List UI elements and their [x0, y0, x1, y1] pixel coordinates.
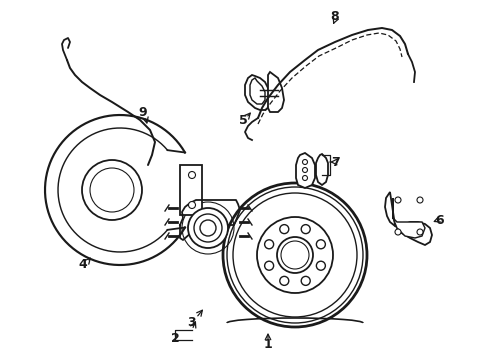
Circle shape — [279, 276, 288, 285]
Circle shape — [302, 167, 307, 172]
Text: 6: 6 — [435, 213, 444, 226]
Polygon shape — [392, 198, 424, 238]
Text: 9: 9 — [139, 107, 147, 120]
Text: 5: 5 — [238, 113, 247, 126]
Circle shape — [394, 197, 400, 203]
Circle shape — [281, 241, 308, 269]
Circle shape — [316, 261, 325, 270]
Text: 8: 8 — [330, 10, 339, 23]
Circle shape — [187, 208, 227, 248]
Circle shape — [302, 159, 307, 165]
Polygon shape — [180, 165, 202, 215]
Circle shape — [279, 225, 288, 234]
Circle shape — [316, 240, 325, 249]
Polygon shape — [249, 78, 264, 104]
Text: 1: 1 — [263, 338, 272, 351]
Circle shape — [276, 237, 312, 273]
Circle shape — [264, 240, 273, 249]
Polygon shape — [295, 153, 314, 188]
Circle shape — [90, 168, 134, 212]
Circle shape — [302, 175, 307, 180]
Text: 4: 4 — [79, 258, 87, 271]
Circle shape — [416, 229, 422, 235]
Circle shape — [257, 217, 332, 293]
Text: 7: 7 — [330, 156, 339, 168]
Polygon shape — [244, 75, 269, 110]
Circle shape — [301, 276, 309, 285]
Circle shape — [394, 229, 400, 235]
Circle shape — [188, 202, 195, 208]
Polygon shape — [267, 72, 284, 112]
Circle shape — [301, 225, 309, 234]
Circle shape — [200, 220, 216, 236]
Circle shape — [416, 197, 422, 203]
Text: 3: 3 — [187, 315, 196, 328]
Polygon shape — [384, 192, 431, 245]
Circle shape — [264, 261, 273, 270]
Polygon shape — [315, 154, 327, 185]
Circle shape — [188, 171, 195, 179]
Circle shape — [194, 214, 222, 242]
Circle shape — [82, 160, 142, 220]
Text: 2: 2 — [170, 332, 179, 345]
